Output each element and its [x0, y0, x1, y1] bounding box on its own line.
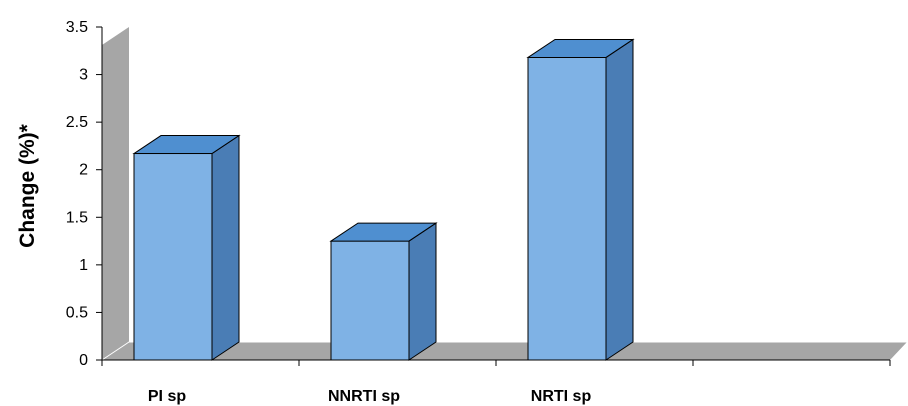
- bar-top: [526, 38, 635, 58]
- y-tick-label: 0.5: [66, 304, 88, 321]
- bar-front: [133, 153, 213, 361]
- y-tick-label: 1: [79, 257, 88, 274]
- bar: [526, 38, 635, 361]
- y-tick-label: 3.5: [66, 19, 88, 36]
- bar: [329, 222, 438, 361]
- bar-top: [329, 222, 438, 242]
- y-tick-label: 2.5: [66, 114, 88, 131]
- x-category-label: NNRTI sp: [328, 388, 400, 405]
- x-categories: PI sp NNRTI sp NRTI sp: [148, 388, 592, 405]
- x-category-label: PI sp: [148, 388, 186, 405]
- bar-side: [211, 134, 240, 361]
- x-category-label: NRTI sp: [531, 388, 592, 405]
- y-ticks: 0 0.5 1 1.5 2 2.5 3 3.5: [66, 19, 102, 369]
- bars: [132, 38, 635, 361]
- y-tick-label: 2: [79, 162, 88, 179]
- bar-front: [330, 240, 410, 361]
- floor: [102, 342, 907, 360]
- side-wall: [102, 27, 129, 360]
- y-tick-label: 1.5: [66, 209, 88, 226]
- bar-side: [408, 222, 437, 361]
- axes: [101, 27, 891, 366]
- y-axis-label: Change (%)*: [16, 123, 39, 248]
- y-tick-label: 3: [79, 67, 88, 84]
- y-tick-label: 0: [79, 352, 88, 369]
- floor-edge: [101, 341, 907, 361]
- bar: [132, 134, 241, 361]
- bar-side: [605, 38, 634, 361]
- bar-front: [527, 56, 607, 361]
- bar-top: [132, 135, 241, 155]
- chart-walls: [101, 27, 907, 361]
